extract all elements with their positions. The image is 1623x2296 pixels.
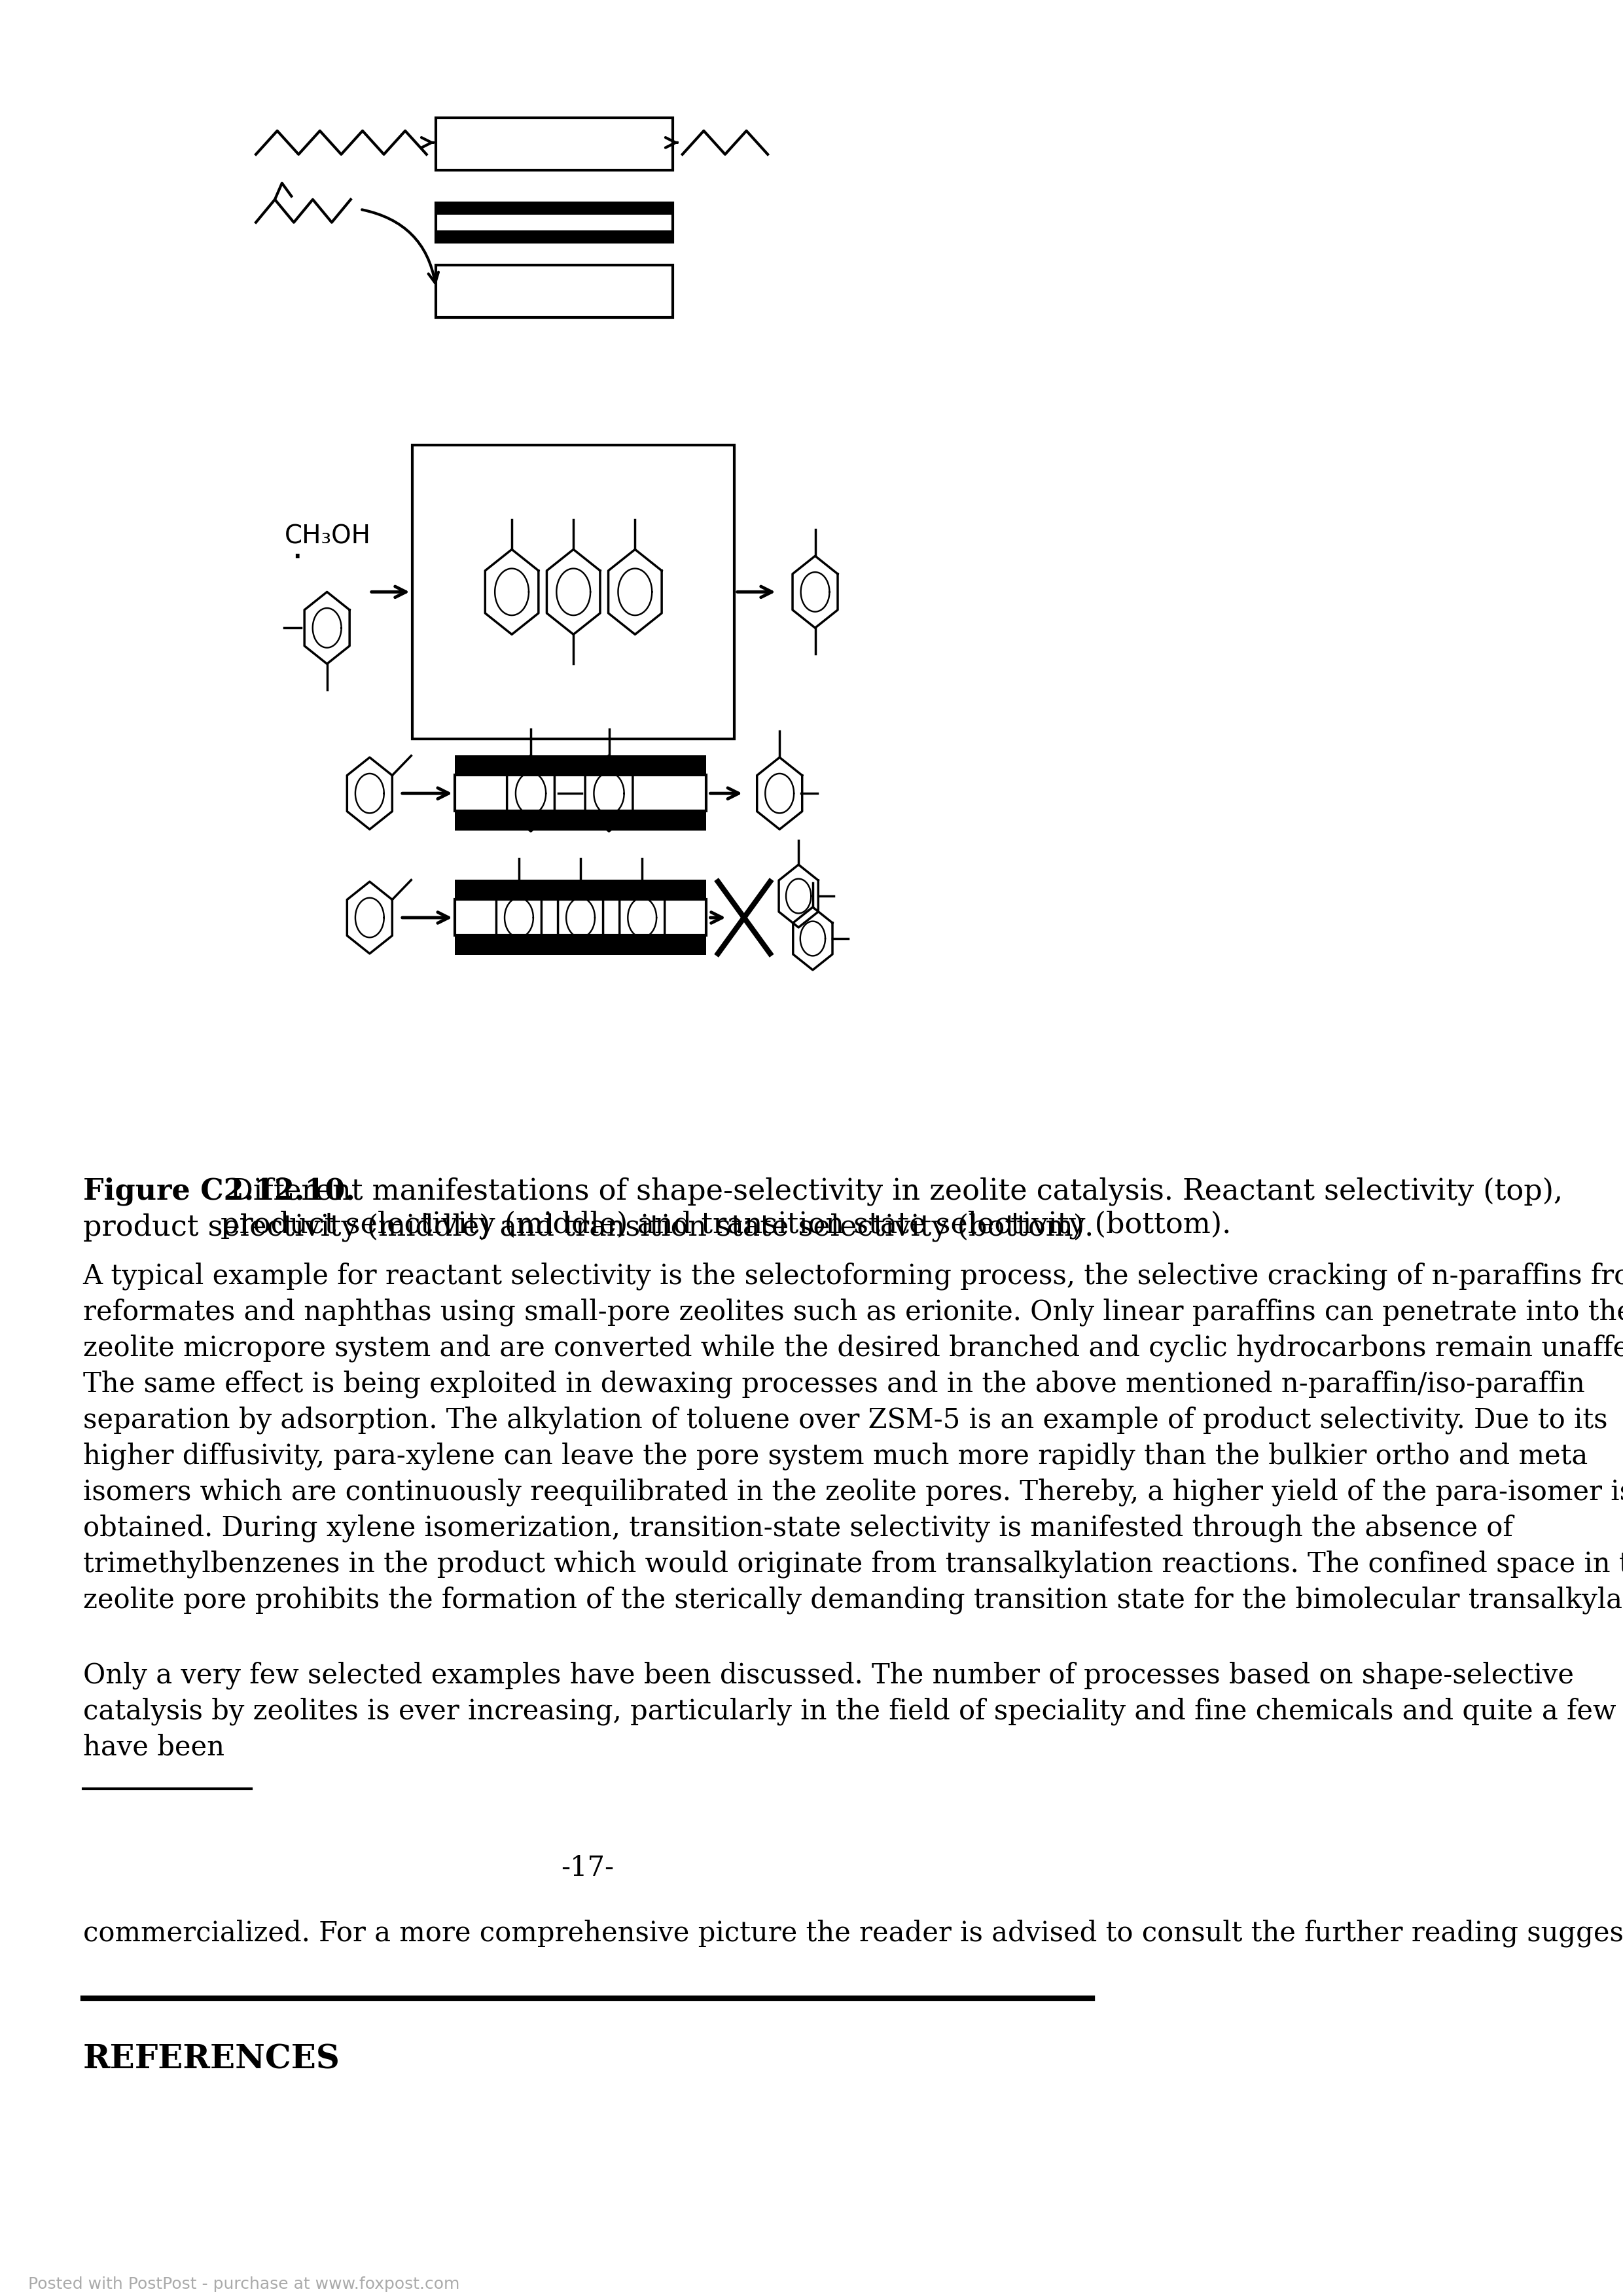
Text: separation by adsorption. The alkylation of toluene over ZSM-5 is an example of : separation by adsorption. The alkylation…: [83, 1405, 1607, 1435]
Bar: [454, 810, 706, 831]
Bar: [437, 117, 674, 170]
Bar: [454, 879, 706, 900]
Text: commercialized. For a more comprehensive picture the reader is advised to consul: commercialized. For a more comprehensive…: [83, 1919, 1623, 1947]
Text: higher diffusivity, para-xylene can leave the pore system much more rapidly than: higher diffusivity, para-xylene can leav…: [83, 1442, 1587, 1469]
Text: obtained. During xylene isomerization, transition-state selectivity is manifeste: obtained. During xylene isomerization, t…: [83, 1513, 1513, 1543]
Text: zeolite pore prohibits the formation of the sterically demanding transition stat: zeolite pore prohibits the formation of …: [83, 1587, 1623, 1614]
Text: A typical example for reactant selectivity is the selectoforming process, the se: A typical example for reactant selectivi…: [83, 1263, 1623, 1290]
Bar: [454, 755, 706, 776]
Bar: [454, 900, 706, 934]
Text: reformates and naphthas using small-pore zeolites such as erionite. Only linear : reformates and naphthas using small-pore…: [83, 1297, 1623, 1327]
Bar: [437, 202, 674, 241]
Text: ·: ·: [292, 542, 304, 576]
Text: trimethylbenzenes in the product which would originate from transalkylation reac: trimethylbenzenes in the product which w…: [83, 1550, 1623, 1577]
Text: Posted with PostPost - purchase at www.foxpost.com: Posted with PostPost - purchase at www.f…: [29, 2275, 459, 2291]
Text: Different manifestations of shape-selectivity in zeolite catalysis. Reactant sel: Different manifestations of shape-select…: [221, 1178, 1563, 1240]
Bar: [437, 202, 674, 214]
Text: -17-: -17-: [562, 1855, 613, 1883]
Text: isomers which are continuously reequilibrated in the zeolite pores. Thereby, a h: isomers which are continuously reequilib…: [83, 1479, 1623, 1506]
Text: product selectivity (middle) and transition state selectivity (bottom).: product selectivity (middle) and transit…: [83, 1212, 1094, 1242]
Text: REFERENCES: REFERENCES: [83, 2043, 341, 2076]
Text: CH₃OH: CH₃OH: [284, 523, 370, 549]
Bar: [437, 264, 674, 317]
Text: catalysis by zeolites is ever increasing, particularly in the field of specialit: catalysis by zeolites is ever increasing…: [83, 1697, 1617, 1724]
Text: have been: have been: [83, 1733, 224, 1761]
Bar: [412, 445, 735, 739]
Text: Only a very few selected examples have been discussed. The number of processes b: Only a very few selected examples have b…: [83, 1662, 1574, 1690]
Bar: [454, 934, 706, 955]
Text: zeolite micropore system and are converted while the desired branched and cyclic: zeolite micropore system and are convert…: [83, 1334, 1623, 1362]
Text: The same effect is being exploited in dewaxing processes and in the above mentio: The same effect is being exploited in de…: [83, 1371, 1584, 1398]
Bar: [437, 230, 674, 241]
Text: Figure C2.12.10.: Figure C2.12.10.: [83, 1178, 355, 1205]
Bar: [454, 776, 706, 810]
